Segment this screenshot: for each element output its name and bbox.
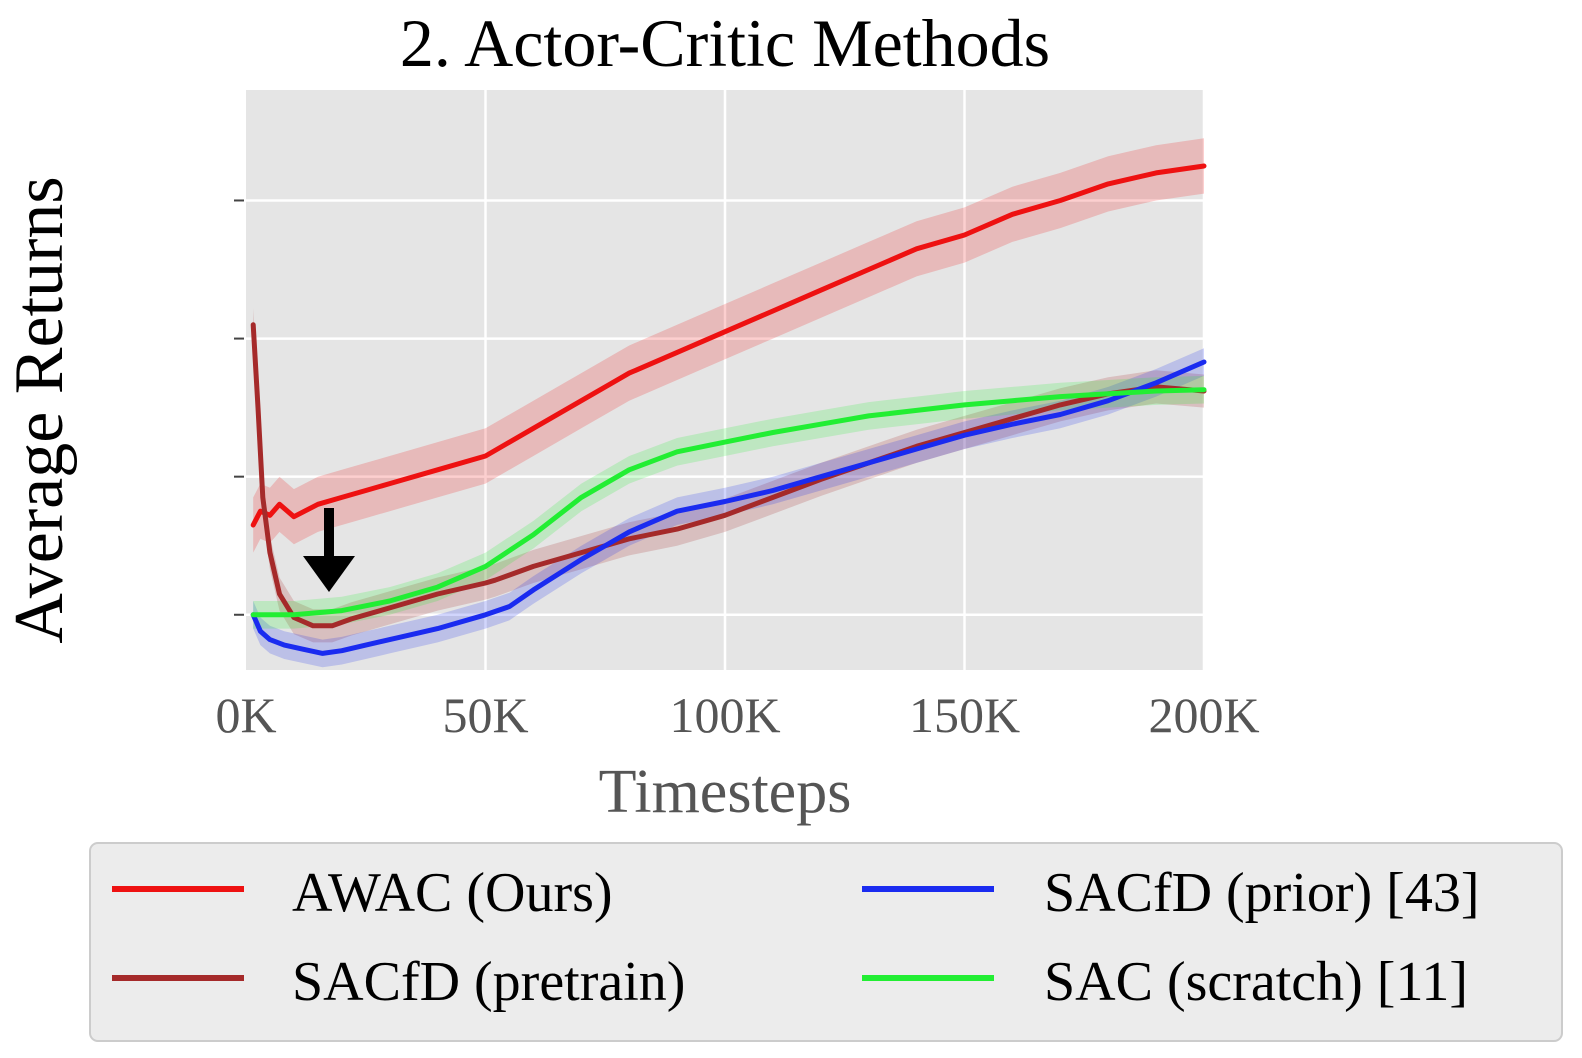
x-tick-label: 50K xyxy=(442,687,528,743)
x-ticks: 0K 50K 100K 150K 200K xyxy=(215,687,1259,743)
y-axis-label: Average Returns xyxy=(1,176,78,643)
legend-label: AWAC (Ours) xyxy=(292,862,613,924)
legend-label: SACfD (prior) [43] xyxy=(1044,862,1479,924)
grid xyxy=(246,90,1206,670)
series-line xyxy=(250,387,1207,618)
legend-box xyxy=(89,842,1563,1042)
x-tick-label: 100K xyxy=(669,687,780,743)
legend-label: SACfD (pretrain) xyxy=(292,951,685,1013)
legend-label: SAC (scratch) [11] xyxy=(1044,951,1468,1013)
y-ticks xyxy=(234,199,244,616)
series-line xyxy=(250,359,1207,656)
arrow-shaft xyxy=(324,508,334,558)
series-band xyxy=(253,138,1204,553)
series-lines xyxy=(250,163,1207,656)
series-band xyxy=(253,348,1204,668)
legend-items: AWAC (Ours) SACfD (pretrain) SACfD (prior)… xyxy=(112,862,1479,1013)
series-line xyxy=(250,322,1207,629)
x-tick-label: 200K xyxy=(1148,687,1259,743)
legend: AWAC (Ours) SACfD (pretrain) SACfD (prior)… xyxy=(89,842,1563,1042)
x-axis-label: Timesteps xyxy=(599,758,852,826)
down-arrow-annotation xyxy=(303,508,355,592)
chart-title: 2. Actor-Critic Methods xyxy=(400,5,1050,81)
x-tick-label: 150K xyxy=(909,687,1020,743)
series-line xyxy=(250,163,1207,528)
x-tick-label: 0K xyxy=(215,687,276,743)
arrow-head xyxy=(303,556,355,592)
